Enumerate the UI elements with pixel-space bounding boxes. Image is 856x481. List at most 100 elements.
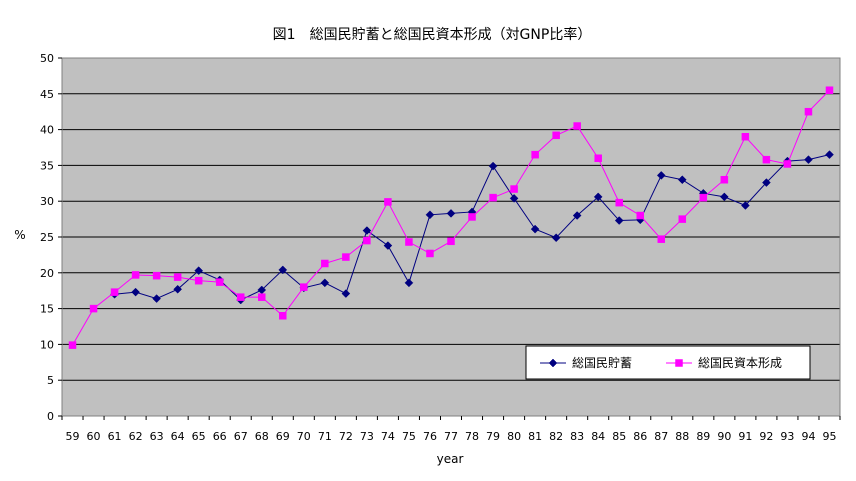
x-tick-label: 83 — [570, 430, 584, 443]
legend-marker — [548, 358, 558, 368]
x-tick-label: 76 — [423, 430, 437, 443]
data-point — [825, 86, 834, 94]
series-layer — [68, 86, 834, 349]
x-tick-label: 80 — [507, 430, 521, 443]
data-point — [509, 193, 519, 203]
data-point — [719, 192, 729, 202]
y-tick-label: 20 — [40, 267, 54, 280]
data-point — [551, 233, 561, 243]
data-point — [89, 304, 98, 313]
x-tick-label: 79 — [486, 430, 500, 443]
y-tick-label: 30 — [40, 195, 54, 208]
x-tick-label: 61 — [108, 430, 122, 443]
data-point — [720, 175, 729, 184]
data-point — [131, 287, 140, 297]
data-point — [383, 241, 393, 250]
legend-marker — [675, 359, 683, 367]
data-point — [194, 276, 203, 285]
x-tick-label: 84 — [591, 430, 605, 443]
y-axis-label: % — [14, 228, 25, 242]
data-point — [278, 265, 288, 275]
data-point — [762, 178, 771, 187]
data-point — [300, 283, 308, 291]
x-tick-label: 78 — [465, 430, 479, 443]
x-tick-label: 62 — [129, 430, 143, 443]
data-point — [258, 293, 266, 301]
data-point — [320, 278, 330, 288]
data-point — [321, 259, 329, 268]
x-axis-label: year — [437, 452, 464, 466]
x-tick-label: 81 — [528, 430, 542, 443]
x-tick-label: 94 — [801, 430, 815, 443]
data-point — [425, 210, 435, 220]
data-point — [173, 273, 182, 281]
y-tick-label: 45 — [40, 88, 54, 101]
data-point — [68, 341, 77, 349]
data-point — [678, 215, 687, 223]
x-tick-label: 63 — [150, 430, 164, 443]
data-point — [804, 107, 813, 116]
data-point — [741, 201, 750, 210]
x-tick-label: 75 — [402, 430, 416, 443]
data-point — [804, 155, 813, 165]
x-tick-label: 59 — [66, 430, 80, 443]
series-0 — [110, 150, 834, 305]
x-tick-label: 70 — [297, 430, 311, 443]
data-point — [279, 312, 287, 320]
x-tick-label: 77 — [444, 430, 458, 443]
series-1 — [68, 86, 834, 349]
x-axis-ticks: 59 60 61 62 63 64 65 66 67 68 69 70 71 72 73 74 75 76 77 78… — [61, 416, 841, 443]
y-tick-label: 40 — [40, 124, 54, 137]
y-tick-label: 5 — [47, 374, 54, 387]
legend-item: 総国民貯蓄 — [540, 356, 632, 370]
legend-label: 総国民貯蓄 — [572, 356, 632, 370]
x-tick-label: 90 — [717, 430, 731, 443]
data-point — [236, 293, 245, 301]
x-tick-label: 66 — [213, 430, 227, 443]
data-point — [657, 235, 666, 243]
x-tick-label: 91 — [738, 430, 752, 443]
data-point — [530, 224, 540, 234]
x-tick-label: 82 — [549, 430, 563, 443]
data-point — [741, 133, 750, 141]
data-point — [363, 236, 371, 245]
chart-title: 図1 総国民貯蓄と総国民資本形成（対GNP比率） — [273, 26, 592, 43]
y-tick-label: 35 — [40, 159, 54, 172]
x-tick-label: 60 — [87, 430, 101, 443]
x-tick-label: 93 — [780, 430, 794, 443]
x-tick-label: 89 — [696, 430, 710, 443]
data-point — [510, 185, 518, 193]
data-point — [594, 154, 602, 162]
data-point — [677, 175, 687, 185]
data-point — [615, 198, 623, 207]
data-point — [362, 226, 372, 235]
data-point — [384, 198, 392, 206]
data-point — [614, 216, 624, 225]
data-point — [762, 155, 771, 164]
x-tick-label: 67 — [234, 430, 248, 443]
data-point — [447, 237, 455, 246]
data-point — [636, 211, 644, 220]
x-tick-label: 85 — [612, 430, 626, 443]
y-axis-ticks: 0 5 10 15 20 25 30 35 40 45 50 — [40, 52, 62, 423]
y-tick-label: 50 — [40, 52, 54, 65]
data-point — [131, 271, 140, 279]
x-tick-label: 92 — [759, 430, 773, 443]
x-tick-label: 64 — [171, 430, 185, 443]
x-tick-label: 74 — [381, 430, 395, 443]
data-point — [173, 284, 183, 294]
data-point — [593, 192, 603, 202]
x-tick-label: 71 — [318, 430, 332, 443]
y-tick-label: 0 — [47, 410, 54, 423]
data-point — [405, 238, 413, 246]
data-point — [446, 209, 456, 218]
data-point — [825, 150, 834, 160]
x-tick-label: 69 — [276, 430, 290, 443]
data-point — [488, 161, 498, 171]
data-point — [404, 278, 414, 288]
data-point — [531, 150, 539, 159]
data-point — [342, 253, 350, 261]
x-tick-label: 72 — [339, 430, 353, 443]
x-tick-label: 65 — [192, 430, 206, 443]
